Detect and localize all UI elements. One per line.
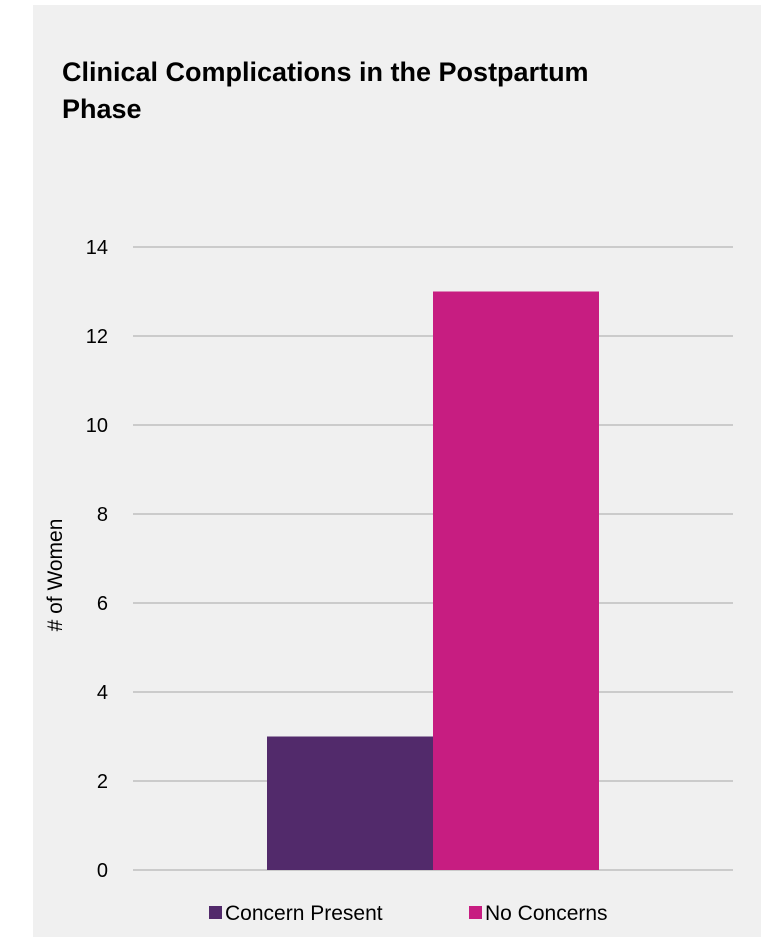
y-tick-label: 14	[86, 237, 108, 259]
y-tick-label: 6	[97, 593, 108, 615]
legend-label: No Concerns	[485, 902, 608, 925]
legend-swatch	[209, 906, 222, 919]
bars	[267, 291, 599, 870]
bar-no-concerns	[433, 291, 599, 870]
chart-title: Clinical Complications in the Postpartum…	[62, 57, 589, 124]
y-tick-label: 12	[86, 326, 108, 348]
legend-swatch	[469, 906, 482, 919]
y-tick-labels: 0 2 4 6 8 10 12 14	[86, 237, 108, 882]
y-tick-label: 4	[97, 682, 108, 704]
y-tick-label: 0	[97, 860, 108, 882]
legend: Concern Present No Concerns	[209, 902, 608, 925]
bar-concern-present	[267, 736, 433, 870]
y-tick-label: 10	[86, 415, 108, 437]
y-axis-label: # of Women	[44, 519, 67, 632]
y-tick-label: 2	[97, 771, 108, 793]
y-tick-label: 8	[97, 504, 108, 526]
legend-label: Concern Present	[225, 902, 383, 925]
